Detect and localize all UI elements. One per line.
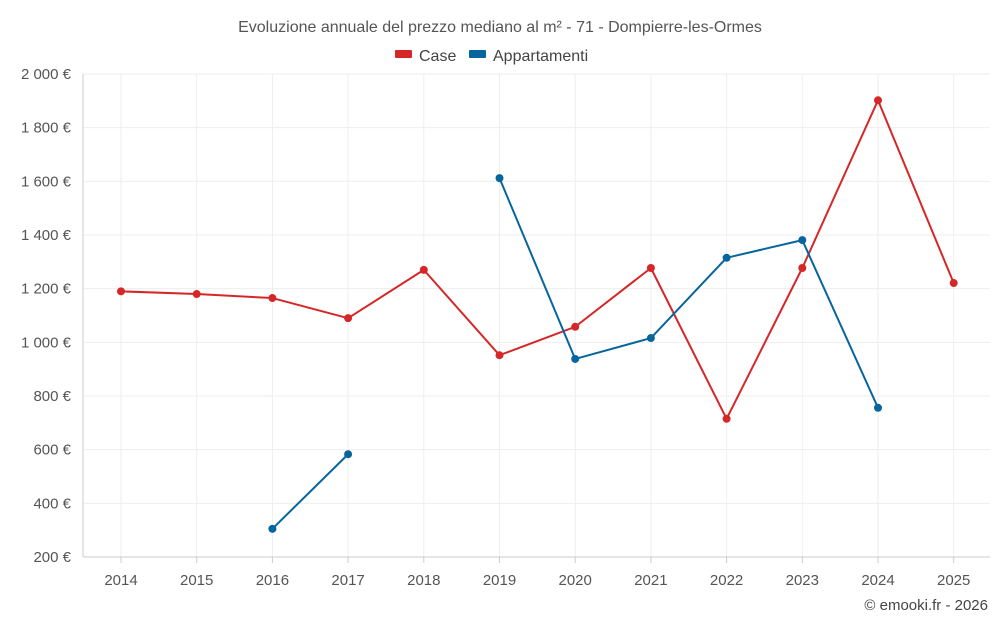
x-tick-label: 2024 [861, 572, 894, 589]
y-tick-label: 1 200 € [21, 281, 72, 298]
data-point-case-2025[interactable] [949, 279, 958, 288]
data-point-appartamenti-2021[interactable] [646, 334, 655, 343]
data-point-case-2018[interactable] [419, 265, 428, 274]
series-layer [117, 96, 958, 533]
legend-item-case[interactable]: Case [395, 48, 456, 65]
legend: Case Appartamenti [395, 48, 588, 65]
data-point-case-2024[interactable] [874, 96, 882, 105]
data-point-case-2020[interactable] [571, 322, 580, 331]
gridlines [83, 73, 990, 558]
series-line-appartamenti [498, 177, 879, 409]
data-point-case-2015[interactable] [192, 290, 201, 299]
y-tick-label: 400 € [33, 495, 71, 512]
axes: 200 € 400 € 600 € 800 € 1 000 € 1 200 € 1 400 … [21, 66, 990, 589]
chart-title: Evoluzione annuale del prezzo mediano al… [238, 19, 762, 36]
y-tick-label: 2 000 € [21, 66, 72, 83]
data-point-case-2017[interactable] [344, 314, 353, 323]
data-point-appartamenti-2016[interactable] [268, 524, 277, 533]
data-point-appartamenti-2023[interactable] [798, 236, 807, 245]
data-point-appartamenti-2019[interactable] [495, 174, 504, 183]
y-tick-label: 1 000 € [21, 334, 72, 351]
y-tick-label: 800 € [33, 388, 71, 405]
y-tick-label: 1 800 € [21, 120, 72, 137]
y-tick-label: 200 € [33, 549, 71, 566]
credit-text: © emooki.fr - 2026 [864, 597, 988, 614]
x-tick-label: 2015 [180, 572, 213, 589]
y-tick-label: 600 € [33, 442, 71, 459]
x-tick-label: 2018 [407, 572, 440, 589]
data-point-appartamenti-2024[interactable] [874, 403, 882, 412]
legend-label-appartamenti: Appartamenti [493, 48, 588, 65]
x-tick-label: 2019 [483, 572, 516, 589]
series-line-appartamenti [271, 453, 349, 530]
data-point-case-2023[interactable] [798, 264, 807, 273]
y-tick-label: 1 400 € [21, 227, 72, 244]
data-point-case-2016[interactable] [268, 294, 277, 303]
legend-swatch-case [395, 50, 412, 58]
legend-item-appartamenti[interactable]: Appartamenti [469, 48, 588, 65]
y-tick-label: 1 600 € [21, 173, 72, 190]
x-tick-label: 2016 [256, 572, 289, 589]
x-tick-label: 2025 [937, 572, 970, 589]
x-tick-label: 2014 [104, 572, 137, 589]
legend-swatch-appartamenti [469, 50, 486, 58]
series-line-case [120, 99, 955, 420]
x-tick-label: 2023 [786, 572, 819, 589]
x-tick-label: 2022 [710, 572, 743, 589]
data-point-appartamenti-2020[interactable] [571, 354, 580, 363]
x-tick-label: 2020 [559, 572, 592, 589]
x-tick-label: 2021 [634, 572, 667, 589]
data-point-appartamenti-2017[interactable] [344, 450, 353, 459]
data-point-case-2014[interactable] [117, 287, 125, 296]
data-point-case-2019[interactable] [495, 351, 504, 360]
data-point-case-2021[interactable] [646, 264, 655, 273]
legend-label-case: Case [419, 48, 456, 65]
data-point-case-2022[interactable] [722, 414, 731, 423]
x-tick-label: 2017 [331, 572, 364, 589]
data-point-appartamenti-2022[interactable] [722, 253, 731, 262]
